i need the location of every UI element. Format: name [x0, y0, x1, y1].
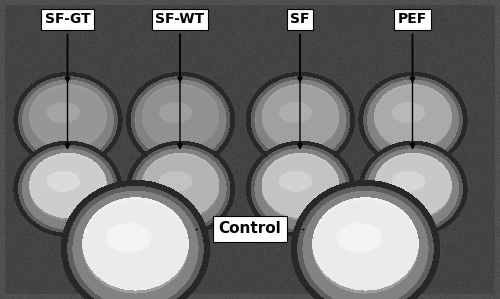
Text: SF-WT: SF-WT: [156, 13, 204, 26]
Text: Control: Control: [218, 221, 282, 236]
Text: SF-GT: SF-GT: [44, 13, 90, 26]
Text: PEF: PEF: [398, 13, 427, 26]
Text: SF: SF: [290, 13, 310, 26]
